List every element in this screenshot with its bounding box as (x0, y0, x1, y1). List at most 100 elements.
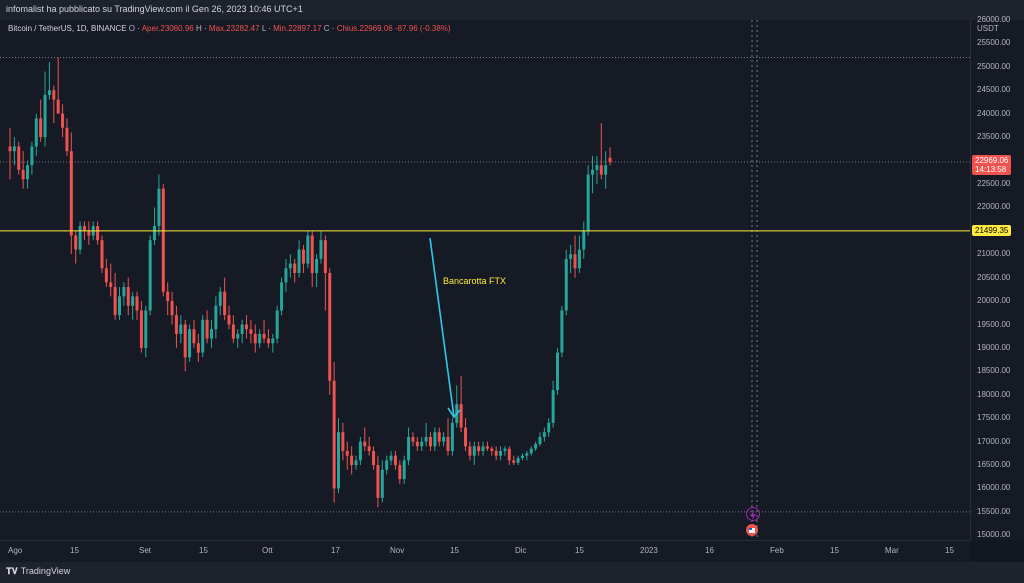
candle-body (100, 240, 104, 269)
time-tick: 15 (575, 546, 584, 555)
candle-body (161, 188, 165, 292)
candle-body (595, 165, 599, 170)
candle-body (288, 263, 292, 269)
candle-body (52, 90, 56, 100)
candle-body (253, 333, 257, 344)
candle-body (196, 343, 200, 353)
price-tick: 16000.00 (977, 483, 1011, 493)
candle-body (608, 157, 612, 162)
candle-body (26, 165, 30, 180)
candle-body (236, 333, 240, 339)
candle-body (293, 263, 297, 273)
candle-body (297, 249, 301, 273)
candle-body (551, 390, 555, 423)
candle-body (43, 94, 47, 138)
candle-body (459, 404, 463, 428)
candle-body (74, 235, 78, 250)
chart-area[interactable]: Bancarotta FTX (0, 20, 970, 540)
candle-body (591, 169, 595, 175)
candle-body (424, 436, 428, 442)
price-tick: 15500.00 (977, 506, 1011, 516)
candle-body (442, 436, 446, 442)
candle-body (56, 99, 60, 114)
candle-body (499, 450, 503, 456)
price-tick: 20500.00 (977, 272, 1011, 282)
candle-body (82, 226, 86, 231)
open-label: O (128, 24, 136, 33)
candle-body (310, 235, 314, 273)
time-tick: Feb (770, 546, 784, 555)
symbol-label[interactable]: Bitcoin / TetherUS, 1D, BINANCE (8, 24, 127, 33)
candle-body (188, 329, 192, 358)
candle-body (47, 90, 51, 95)
candle-body (148, 240, 152, 311)
ftx-annotation[interactable]: Bancarotta FTX (443, 276, 507, 286)
candle-body (402, 460, 406, 480)
candle-body (214, 305, 218, 330)
candle-body (205, 319, 209, 339)
candle-body (367, 446, 371, 451)
price-tick: 24500.00 (977, 85, 1011, 95)
time-tick: Mar (885, 546, 899, 555)
time-tick: 15 (945, 546, 954, 555)
candle-body (218, 291, 222, 306)
candle-body (231, 324, 235, 339)
candle-body (284, 268, 288, 283)
tradingview-logo[interactable]: 𝐓𝐕 TradingView (6, 566, 70, 577)
time-axis[interactable]: Ago 15 Set 15 Ott 17 Nov 15 Dic 15 2023 16 Feb 15 Mar 1… (0, 540, 970, 563)
time-tick: Nov (390, 546, 405, 555)
candle-body (380, 469, 384, 498)
candle-body (192, 329, 196, 344)
candle-body (354, 460, 358, 466)
price-tick: 26000.00 (977, 15, 1011, 24)
candle-body (201, 319, 205, 353)
price-tick: 18500.00 (977, 366, 1011, 376)
time-tick: Dic (515, 546, 527, 555)
candle-body (96, 226, 100, 241)
candle-body (534, 443, 538, 449)
event-lightning-icon[interactable] (746, 507, 760, 521)
candle-body (135, 296, 139, 311)
candle-body (573, 254, 577, 269)
candle-body (485, 446, 489, 449)
candles (8, 57, 612, 508)
logo-text: TradingView (20, 566, 71, 576)
candle-body (34, 118, 38, 147)
countdown-value: 14:13:58 (975, 164, 1007, 174)
candle-body (271, 338, 275, 344)
candle-body (490, 448, 494, 451)
candle-body (433, 432, 437, 447)
candle-body (372, 450, 376, 466)
candle-body (363, 441, 367, 447)
candle-body (468, 446, 472, 456)
candle-body (393, 455, 397, 466)
candle-body (144, 310, 148, 348)
candle-body (113, 287, 117, 316)
candle-body (8, 146, 12, 152)
candle-body (376, 465, 380, 498)
candle-body (569, 254, 573, 259)
price-tick: 19500.00 (977, 319, 1011, 329)
candle-body (328, 272, 332, 381)
candle-body (39, 118, 43, 138)
candle-body (507, 448, 511, 461)
candle-body (332, 380, 336, 489)
candle-body (227, 315, 231, 325)
candle-body (245, 324, 249, 330)
candle-body (341, 432, 345, 451)
candle-body (464, 427, 468, 447)
candle-body (512, 460, 516, 463)
change-value: -87.96 (-0.38%) (394, 24, 451, 33)
candle-body (503, 448, 507, 451)
candlestick-chart[interactable] (0, 20, 970, 540)
candle-body (564, 258, 568, 311)
event-flag-icon[interactable] (746, 524, 758, 536)
price-axis[interactable]: USDT 26000.00 25500.00 25000.00 24500.00 240… (970, 15, 1024, 540)
candle-body (209, 329, 213, 339)
price-tick: 17500.00 (977, 413, 1011, 423)
candle-body (315, 258, 319, 273)
price-tick: 24000.00 (977, 108, 1011, 118)
candle-body (472, 446, 476, 456)
candle-body (415, 441, 419, 447)
tradingview-logo-icon: 𝐓𝐕 (6, 566, 18, 576)
